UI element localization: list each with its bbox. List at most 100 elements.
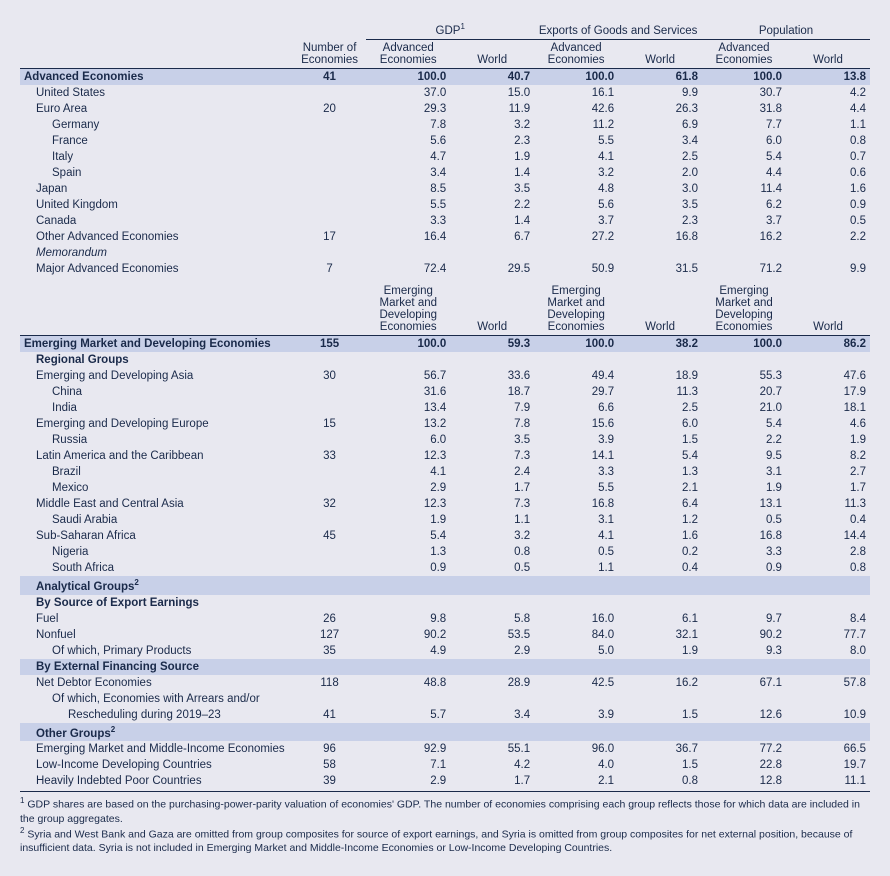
table-row: Emerging Market and Developing Economies…	[20, 335, 870, 352]
table-header: GDP1 Exports of Goods and Services Popul…	[20, 20, 870, 68]
row-value: 42.6	[534, 101, 618, 117]
row-label: Nigeria	[20, 544, 293, 560]
row-value: 2.7	[786, 464, 870, 480]
row-value: 1.9	[702, 480, 786, 496]
row-value	[786, 595, 870, 611]
row-value: 0.6	[786, 165, 870, 181]
header-world-gdp: World	[450, 39, 534, 68]
row-value: 100.0	[702, 68, 786, 85]
row-value	[366, 576, 450, 595]
row-value: 7.8	[366, 117, 450, 133]
row-value: 18.1	[786, 400, 870, 416]
row-value: 1.1	[786, 117, 870, 133]
footnote-1: 1 GDP shares are based on the purchasing…	[20, 796, 870, 826]
table-row: Saudi Arabia1.91.13.11.20.50.4	[20, 512, 870, 528]
row-value: 3.4	[450, 707, 534, 723]
row-label: Spain	[20, 165, 293, 181]
row-value: 2.2	[450, 197, 534, 213]
row-value: 36.7	[618, 741, 702, 757]
row-value: 100.0	[534, 335, 618, 352]
table-row: India13.47.96.62.521.018.1	[20, 400, 870, 416]
row-number: 20	[293, 101, 366, 117]
row-value: 100.0	[366, 68, 450, 85]
row-value: 8.5	[366, 181, 450, 197]
row-value: 66.5	[786, 741, 870, 757]
row-value: 7.7	[702, 117, 786, 133]
row-value: 5.0	[534, 643, 618, 659]
table-row: Brazil4.12.43.31.33.12.7	[20, 464, 870, 480]
row-value	[534, 691, 618, 707]
row-value: 6.7	[450, 229, 534, 245]
row-value: 49.4	[534, 368, 618, 384]
row-value: 13.1	[702, 496, 786, 512]
row-number: 45	[293, 528, 366, 544]
row-value: 27.2	[534, 229, 618, 245]
row-value: 1.1	[450, 512, 534, 528]
row-label: Heavily Indebted Poor Countries	[20, 773, 293, 789]
row-value: 8.4	[786, 611, 870, 627]
row-label: India	[20, 400, 293, 416]
row-number: 41	[293, 707, 366, 723]
row-label: Emerging Market and Developing Economies	[20, 335, 293, 352]
emde-subheader: Emerging Market and Developing Economies…	[20, 277, 870, 336]
row-value: 2.3	[618, 213, 702, 229]
table-row: Emerging Market and Middle-Income Econom…	[20, 741, 870, 757]
row-value: 5.8	[450, 611, 534, 627]
row-value: 96.0	[534, 741, 618, 757]
row-value: 4.8	[534, 181, 618, 197]
subhead-world-pop: World	[786, 277, 870, 336]
row-value	[450, 352, 534, 368]
row-value: 13.4	[366, 400, 450, 416]
row-label: Net Debtor Economies	[20, 675, 293, 691]
row-value: 15.6	[534, 416, 618, 432]
row-value: 77.2	[702, 741, 786, 757]
row-value: 16.1	[534, 85, 618, 101]
row-value: 6.1	[618, 611, 702, 627]
header-number: Number of Economies	[293, 39, 366, 68]
row-value: 5.6	[534, 197, 618, 213]
row-value	[702, 659, 786, 675]
row-value: 0.9	[702, 560, 786, 576]
row-value: 11.2	[534, 117, 618, 133]
table-row: Of which, Primary Products354.92.95.01.9…	[20, 643, 870, 659]
row-value: 7.8	[450, 416, 534, 432]
table-row: United Kingdom5.52.25.63.56.20.9	[20, 197, 870, 213]
row-value: 3.3	[366, 213, 450, 229]
row-value: 7.3	[450, 496, 534, 512]
row-value: 5.5	[366, 197, 450, 213]
row-value	[618, 595, 702, 611]
table-row: Russia6.03.53.91.52.21.9	[20, 432, 870, 448]
row-value	[702, 245, 786, 261]
row-value	[618, 659, 702, 675]
row-value: 5.5	[534, 480, 618, 496]
header-adv-exp: Advanced Economies	[534, 39, 618, 68]
row-label: Latin America and the Caribbean	[20, 448, 293, 464]
row-value: 11.3	[618, 384, 702, 400]
row-value: 9.9	[618, 85, 702, 101]
row-number	[293, 544, 366, 560]
row-value: 3.5	[618, 197, 702, 213]
table-row: Germany7.83.211.26.97.71.1	[20, 117, 870, 133]
row-value: 1.4	[450, 213, 534, 229]
row-value: 8.2	[786, 448, 870, 464]
row-number	[293, 512, 366, 528]
row-value: 0.7	[786, 149, 870, 165]
row-value: 16.8	[534, 496, 618, 512]
row-value: 53.5	[450, 627, 534, 643]
row-label: Japan	[20, 181, 293, 197]
row-number	[293, 400, 366, 416]
row-value: 6.6	[534, 400, 618, 416]
table-row: Memorandum	[20, 245, 870, 261]
table-row: United States37.015.016.19.930.74.2	[20, 85, 870, 101]
row-label: Of which, Economies with Arrears and/or	[20, 691, 293, 707]
row-value: 29.7	[534, 384, 618, 400]
row-label: By Source of Export Earnings	[20, 595, 293, 611]
advanced-economies-body: Advanced Economies41100.040.7100.061.810…	[20, 68, 870, 277]
row-value: 3.3	[702, 544, 786, 560]
row-value: 5.4	[366, 528, 450, 544]
row-number	[293, 133, 366, 149]
row-value: 1.7	[450, 480, 534, 496]
row-value: 3.5	[450, 181, 534, 197]
row-label: Other Advanced Economies	[20, 229, 293, 245]
row-label: Analytical Groups2	[20, 576, 293, 595]
